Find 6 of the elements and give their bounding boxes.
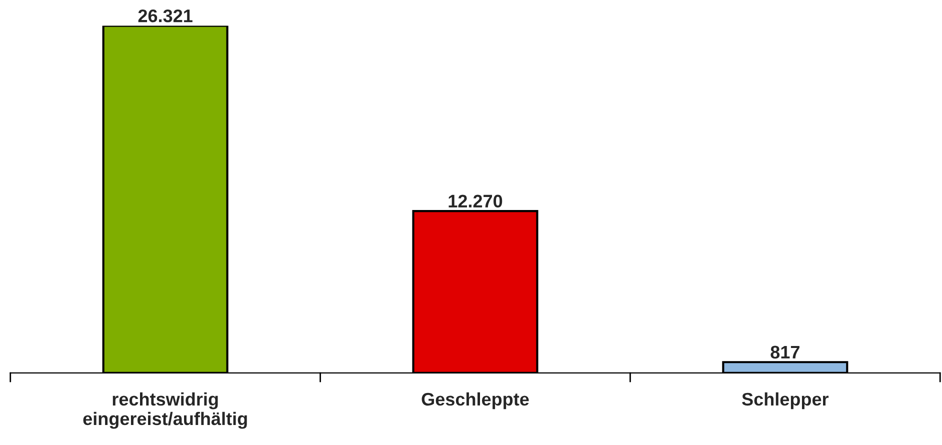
x-tick-label: rechtswidrig eingereist/aufhältig <box>83 392 247 429</box>
data-label: 26.321 <box>138 9 192 22</box>
data-label: 12.270 <box>448 194 502 208</box>
data-label: 817 <box>770 346 800 359</box>
x-tick-label: Schlepper <box>742 392 829 410</box>
x-tick-label: Geschleppte <box>422 392 529 410</box>
